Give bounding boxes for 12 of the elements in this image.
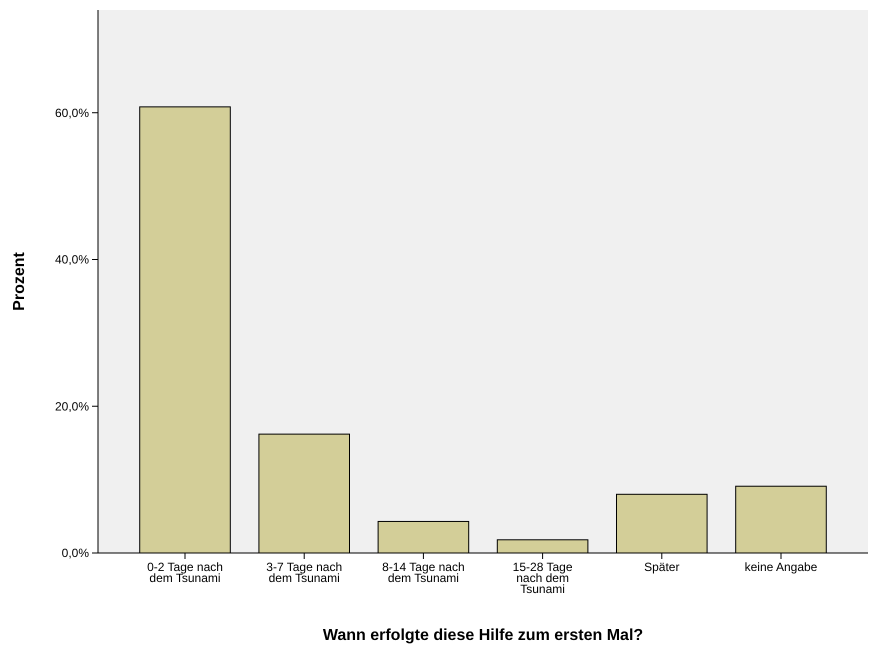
x-tick-label: 3-7 Tage nach dem Tsunami — [266, 560, 342, 585]
y-tick-label: 20,0% — [54, 399, 90, 414]
x-tick-label: 0-2 Tage nach dem Tsunami — [147, 560, 223, 585]
x-axis-title: Wann erfolgte diese Hilfe zum ersten Mal? — [322, 627, 644, 644]
y-axis-title: Prozent — [11, 251, 28, 311]
y-tick-label: 0,0% — [62, 546, 90, 560]
x-tick-label: Später — [644, 560, 680, 574]
x-tick-label: 15-28 Tage nach dem Tsunami — [512, 560, 573, 596]
y-tick-label: 60,0% — [54, 106, 90, 120]
x-tick-label: 8-14 Tage nach dem Tsunami — [382, 560, 465, 585]
y-tick-label: 40,0% — [54, 252, 90, 267]
x-tick-label: keine Angabe — [744, 560, 818, 574]
